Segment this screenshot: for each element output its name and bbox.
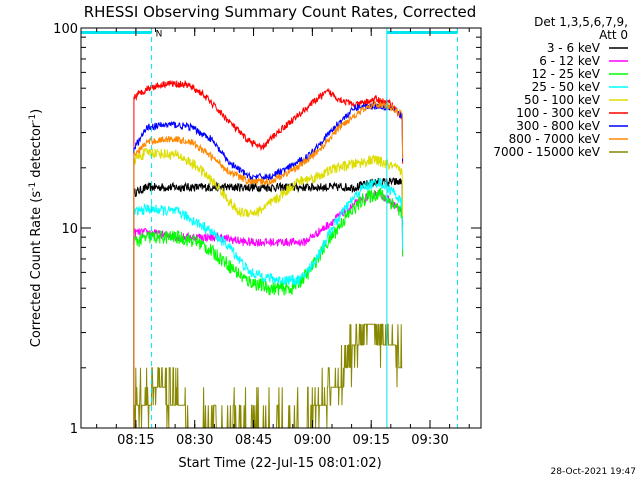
chart-title: RHESSI Observing Summary Count Rates, Co… (84, 3, 477, 21)
y-tick-label: 10 (61, 222, 78, 237)
legend-label: 7000 - 15000 keV (493, 145, 600, 159)
legend-header-line1: Det 1,3,5,6,7,9, (534, 15, 628, 29)
legend-label: 50 - 100 keV (524, 93, 601, 107)
legend-label: 300 - 800 keV (516, 119, 600, 133)
legend-label: 6 - 12 keV (539, 54, 601, 68)
legend-label: 12 - 25 keV (532, 67, 601, 81)
y-tick-label: 1 (70, 422, 78, 437)
y-axis-label-end: ) (29, 109, 44, 114)
x-tick-label: 08:15 (117, 433, 154, 448)
y-axis-label-sup1: -1 (28, 182, 38, 191)
y-axis-label-main: Corrected Count Rate (s (29, 191, 44, 348)
legend-label: 100 - 300 keV (516, 106, 600, 120)
legend-header-line2: Att 0 (599, 28, 628, 42)
y-axis-label-mid: detector (29, 122, 44, 182)
y-axis-label: Corrected Count Rate (s-1 detector-1) (28, 109, 44, 347)
series-line-8 (133, 323, 403, 429)
x-axis-label: Start Time (22-Jul-15 08:01:02) (178, 456, 381, 471)
generation-timestamp: 28-Oct-2021 19:47 (551, 467, 636, 477)
x-tick-label: 09:30 (411, 433, 448, 448)
series-line-5 (133, 79, 404, 428)
series-line-3 (133, 177, 404, 428)
series-line-7 (133, 100, 404, 428)
x-tick-label: 09:15 (352, 433, 389, 448)
series-line-4 (133, 147, 404, 428)
plot-area: N 1 10 100 08:15 08:30 08:45 09:00 09:15 09:30 (53, 22, 482, 448)
series-line-2 (133, 187, 404, 428)
x-tick-label: 08:45 (235, 433, 272, 448)
x-tick-label: 08:30 (176, 433, 213, 448)
x-tick-label: 09:00 (294, 433, 331, 448)
legend-label: 800 - 7000 keV (509, 132, 601, 146)
flag-marker-label: N (156, 29, 163, 39)
series-line-1 (133, 188, 404, 428)
series-line-6 (133, 102, 404, 428)
legend-label: 3 - 6 keV (547, 41, 601, 55)
legend-label: 25 - 50 keV (532, 80, 601, 94)
series-line-0 (133, 177, 404, 428)
y-axis-label-sup2: -1 (28, 114, 38, 123)
y-tick-label: 100 (53, 22, 78, 37)
